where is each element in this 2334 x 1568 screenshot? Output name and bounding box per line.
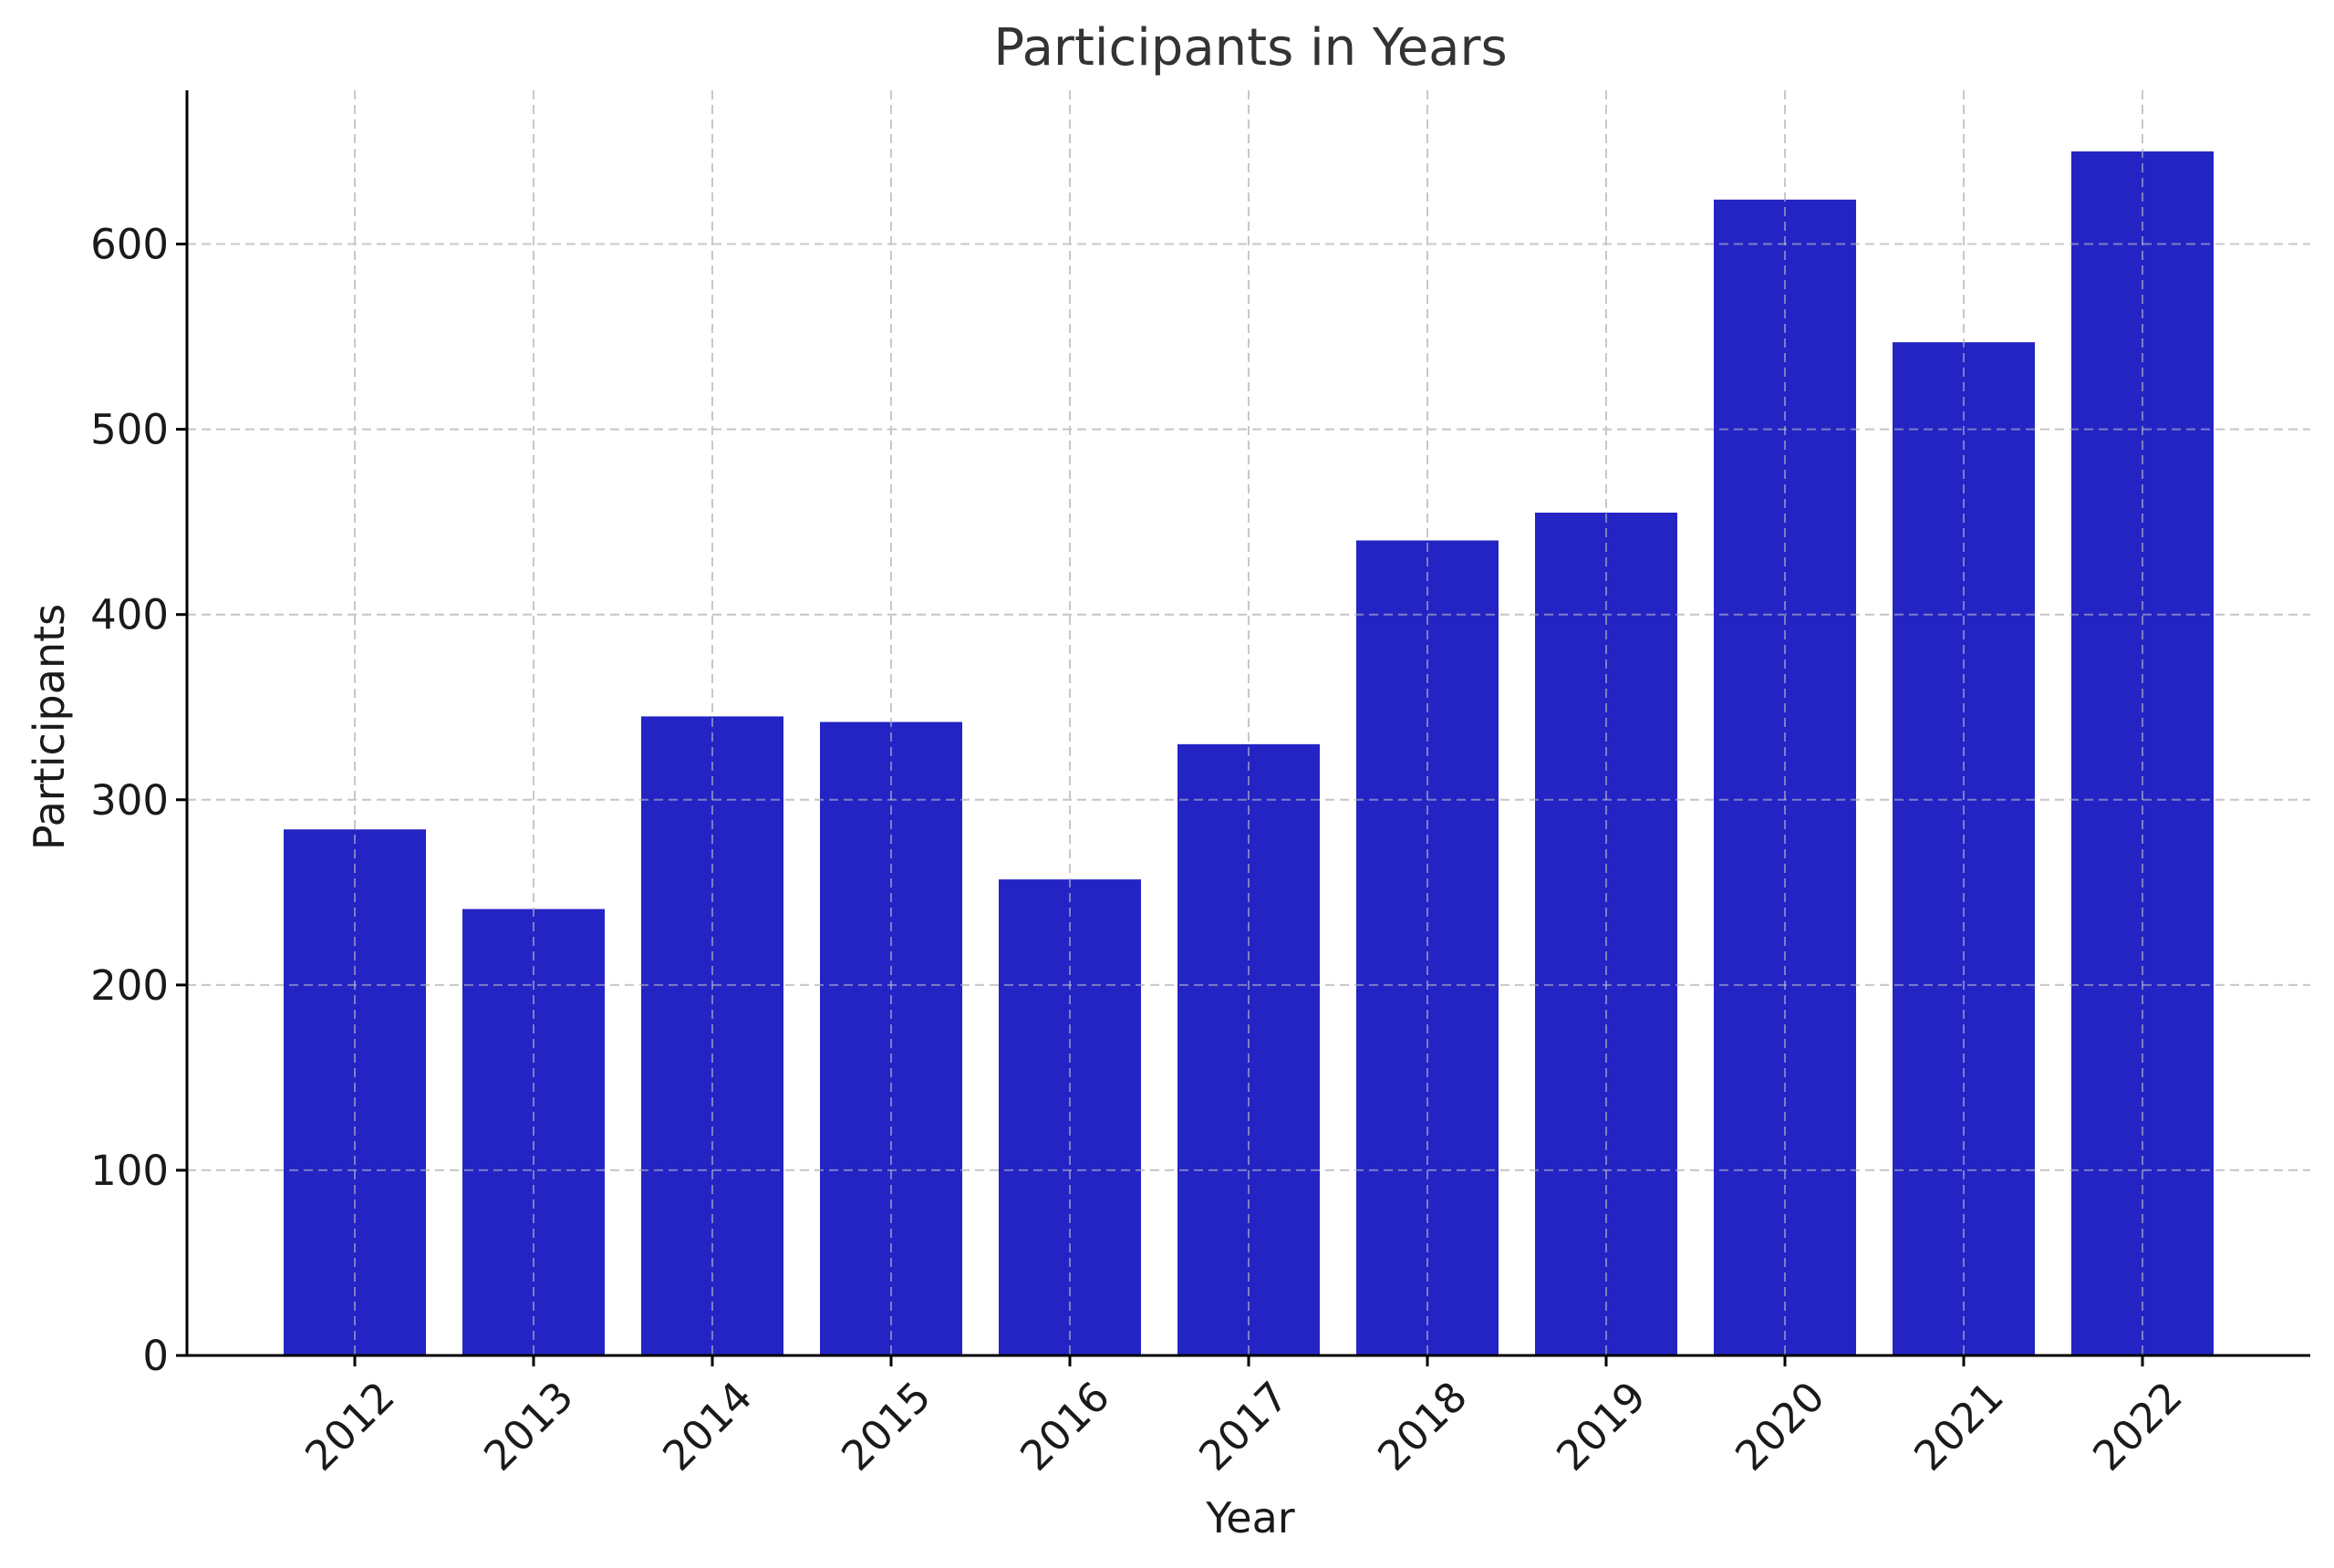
- x-tick-label-2015: 2015: [832, 1372, 939, 1480]
- x-tick-label-2014: 2014: [653, 1372, 761, 1480]
- x-tick-label-2021: 2021: [1904, 1372, 2012, 1480]
- y-tick-label-0: 0: [142, 1332, 169, 1380]
- x-tick-label-2012: 2012: [296, 1372, 403, 1480]
- y-tick-label-300: 300: [90, 776, 169, 825]
- y-tick-label-100: 100: [90, 1147, 169, 1195]
- bar-2012: [284, 829, 426, 1355]
- x-tick-label-2013: 2013: [474, 1372, 582, 1480]
- bar-2017: [1177, 743, 1320, 1355]
- chart-title: Participants in Years: [993, 18, 1507, 78]
- y-tick-label-600: 600: [90, 221, 169, 269]
- y-ticks: 0 100 200 300 400 500 600: [90, 221, 187, 1380]
- y-tick-label-400: 400: [90, 591, 169, 639]
- x-tick-label-2020: 2020: [1726, 1372, 1833, 1480]
- x-tick-label-2016: 2016: [1011, 1372, 1118, 1480]
- bars: [187, 90, 2310, 1356]
- x-tick-label-2019: 2019: [1547, 1372, 1655, 1480]
- x-tick-label-2022: 2022: [2083, 1372, 2191, 1480]
- x-tick-label-2018: 2018: [1368, 1372, 1476, 1480]
- y-axis-label: Participants: [25, 604, 74, 850]
- x-ticks: 2012 2013 2014 2015 2016 2017 2018 2019 2020 2021…: [296, 1355, 2192, 1480]
- x-axis-label: Year: [1205, 1493, 1294, 1542]
- y-tick-label-200: 200: [90, 961, 169, 1010]
- x-tick-label-2017: 2017: [1189, 1372, 1297, 1480]
- y-tick-label-500: 500: [90, 406, 169, 454]
